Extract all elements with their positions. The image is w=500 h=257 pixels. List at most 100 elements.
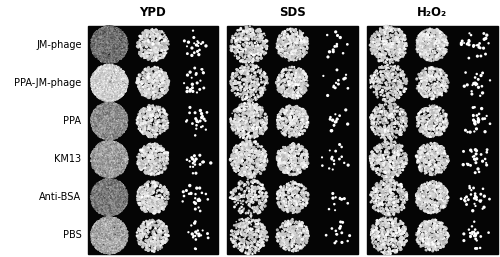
Point: [287, 44, 295, 48]
Point: [107, 128, 115, 132]
Point: [108, 127, 116, 131]
Point: [120, 121, 128, 125]
Point: [100, 50, 108, 54]
Point: [120, 50, 128, 54]
Point: [238, 109, 246, 113]
Point: [424, 57, 432, 61]
Point: [110, 110, 118, 114]
Point: [109, 63, 117, 67]
Point: [109, 94, 117, 98]
Point: [107, 227, 115, 231]
Point: [394, 210, 402, 214]
Point: [119, 53, 127, 57]
Point: [304, 192, 312, 196]
Point: [117, 114, 125, 118]
Point: [251, 84, 259, 88]
Point: [118, 156, 126, 160]
Point: [103, 76, 111, 80]
Point: [102, 141, 110, 145]
Point: [92, 71, 100, 75]
Point: [108, 94, 116, 98]
Point: [100, 152, 108, 156]
Point: [387, 128, 395, 132]
Point: [114, 41, 122, 45]
Point: [438, 232, 446, 236]
Point: [426, 120, 434, 124]
Point: [122, 162, 130, 166]
Point: [376, 181, 384, 185]
Point: [116, 69, 124, 73]
Point: [250, 180, 258, 184]
Point: [246, 73, 254, 77]
Point: [96, 127, 104, 131]
Point: [94, 188, 102, 192]
Point: [104, 99, 112, 103]
Point: [294, 113, 302, 117]
Point: [114, 109, 122, 113]
Point: [108, 167, 116, 171]
Point: [97, 128, 105, 132]
Point: [110, 136, 118, 140]
Point: [102, 53, 110, 57]
Point: [108, 170, 116, 174]
Point: [192, 71, 200, 76]
Point: [123, 78, 131, 82]
Point: [117, 78, 125, 82]
Point: [91, 42, 99, 47]
Point: [258, 86, 266, 90]
Point: [250, 189, 258, 193]
Point: [276, 166, 284, 170]
Point: [392, 40, 400, 44]
Point: [108, 118, 116, 122]
Point: [444, 159, 452, 163]
Point: [114, 150, 122, 154]
Point: [380, 135, 388, 139]
Point: [114, 142, 122, 146]
Point: [370, 225, 378, 229]
Point: [386, 222, 394, 226]
Point: [103, 239, 111, 243]
Point: [243, 173, 251, 178]
Point: [144, 200, 152, 204]
Point: [90, 148, 98, 152]
Point: [106, 205, 114, 209]
Point: [106, 151, 114, 155]
Point: [119, 45, 127, 49]
Point: [281, 108, 289, 112]
Point: [429, 85, 437, 89]
Point: [414, 38, 422, 42]
Point: [95, 219, 103, 223]
Point: [109, 148, 117, 152]
Point: [102, 119, 110, 123]
Point: [110, 237, 118, 241]
Point: [109, 26, 117, 30]
Point: [94, 111, 102, 115]
Point: [388, 107, 396, 111]
Point: [294, 119, 302, 123]
Point: [230, 87, 238, 91]
Point: [112, 225, 120, 229]
Point: [97, 129, 105, 133]
Point: [90, 36, 98, 40]
Point: [113, 228, 121, 232]
Point: [108, 243, 116, 247]
Point: [102, 110, 110, 114]
Point: [112, 67, 120, 71]
Point: [138, 122, 146, 126]
Point: [294, 159, 302, 163]
Point: [112, 231, 120, 235]
Point: [88, 79, 96, 84]
Point: [99, 218, 107, 223]
Point: [88, 238, 96, 242]
Point: [432, 39, 440, 43]
Point: [108, 112, 116, 116]
Point: [95, 94, 103, 98]
Point: [106, 218, 114, 223]
Point: [104, 117, 112, 121]
Point: [114, 180, 122, 184]
Point: [116, 92, 124, 96]
Point: [103, 74, 111, 78]
Point: [382, 40, 390, 44]
Point: [94, 246, 102, 250]
Point: [288, 164, 296, 168]
